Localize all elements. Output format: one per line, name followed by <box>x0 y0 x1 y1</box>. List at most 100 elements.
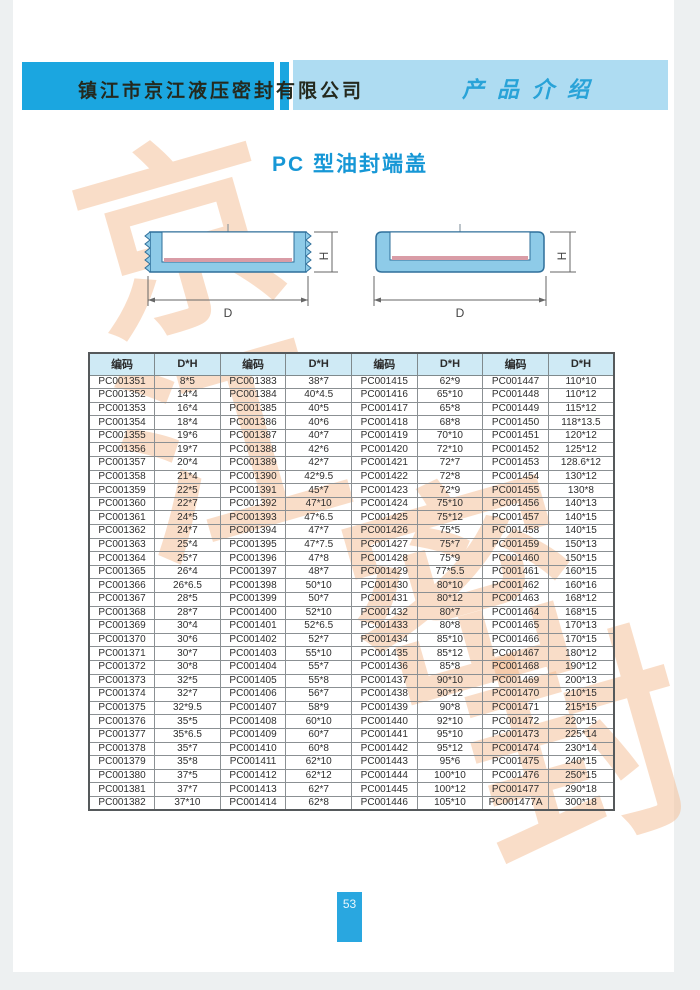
code-cell: PC001381 <box>88 782 156 797</box>
code-cell: PC001362 <box>88 524 156 539</box>
code-cell: PC001379 <box>88 755 156 770</box>
dh-cell: 62*10 <box>285 755 352 770</box>
seal-liner <box>392 256 528 260</box>
dh-cell: 40*6 <box>285 415 352 430</box>
code-cell: PC001394 <box>219 524 287 539</box>
dh-cell: 30*6 <box>154 632 221 648</box>
col-header-code: 编码 <box>482 352 549 376</box>
dh-cell: 90*12 <box>416 687 484 702</box>
dh-cell: 40*7 <box>285 428 352 444</box>
dh-cell: 47*10 <box>285 496 352 512</box>
code-cell: PC001445 <box>351 782 418 797</box>
code-cell: PC001463 <box>482 592 549 607</box>
table-row: PC001355 19*6 PC001387 40*7 PC001419 70*10 PC0… <box>88 428 615 444</box>
code-cell: PC001404 <box>219 659 287 675</box>
code-cell: PC001447 <box>482 374 549 390</box>
section-title: 产品介绍 <box>462 77 603 103</box>
table-row: PC001372 30*8 PC001404 55*7 PC001436 85*8 PC00… <box>88 659 615 675</box>
code-cell: PC001416 <box>351 388 418 403</box>
code-cell: PC001402 <box>219 632 287 648</box>
dh-cell: 52*7 <box>285 632 352 648</box>
code-cell: PC001392 <box>219 496 287 512</box>
dh-cell: 130*12 <box>547 469 615 485</box>
code-cell: PC001476 <box>482 768 549 784</box>
code-cell: PC001472 <box>482 714 549 729</box>
dh-cell: 50*10 <box>285 578 352 593</box>
dh-cell: 72*8 <box>416 469 484 485</box>
code-cell: PC001357 <box>88 456 156 471</box>
header-section-block <box>293 60 668 110</box>
code-cell: PC001374 <box>88 687 156 702</box>
dh-cell: 52*6.5 <box>285 619 352 634</box>
dh-cell: 50*7 <box>285 592 352 607</box>
dh-cell: 35*7 <box>154 741 221 757</box>
code-cell: PC001384 <box>219 388 287 403</box>
dh-cell: 19*6 <box>154 428 221 444</box>
dh-cell: 21*4 <box>154 469 221 485</box>
code-cell: PC001401 <box>219 619 287 634</box>
code-cell: PC001469 <box>482 673 549 689</box>
col-header-dh: D*H <box>547 352 615 376</box>
d-dim-label: D <box>224 306 233 320</box>
code-cell: PC001475 <box>482 755 549 770</box>
dh-cell: 72*7 <box>416 456 484 471</box>
dh-cell: 72*9 <box>416 483 484 498</box>
code-cell: PC001438 <box>351 687 418 702</box>
dh-cell: 115*12 <box>547 401 615 417</box>
code-cell: PC001450 <box>482 415 549 430</box>
dh-cell: 75*7 <box>416 537 484 553</box>
code-cell: PC001433 <box>351 619 418 634</box>
table-row: PC001361 24*5 PC001393 47*6.5 PC001425 75*12 P… <box>88 510 615 526</box>
dh-cell: 55*8 <box>285 673 352 689</box>
code-cell: PC001471 <box>482 700 549 716</box>
table-row: PC001373 32*5 PC001405 55*8 PC001437 90*10 PC0… <box>88 673 615 689</box>
dh-cell: 38*7 <box>285 374 352 390</box>
dh-cell: 16*4 <box>154 401 221 417</box>
dh-cell: 168*15 <box>547 605 615 621</box>
code-cell: PC001440 <box>351 714 418 729</box>
code-cell: PC001398 <box>219 578 287 593</box>
dh-cell: 75*10 <box>416 496 484 512</box>
seal-diagram-smooth: H D <box>373 224 576 320</box>
code-cell: PC001367 <box>88 592 156 607</box>
dh-cell: 170*15 <box>547 632 615 648</box>
code-cell: PC001466 <box>482 632 549 648</box>
code-cell: PC001396 <box>219 551 287 566</box>
code-cell: PC001391 <box>219 483 287 498</box>
code-cell: PC001437 <box>351 673 418 689</box>
dh-cell: 65*10 <box>416 388 484 403</box>
code-cell: PC001451 <box>482 428 549 444</box>
table-row: PC001374 32*7 PC001406 56*7 PC001438 90*12 PC0… <box>88 687 615 702</box>
code-cell: PC001356 <box>88 442 156 458</box>
table-row: PC001351 8*5 PC001383 38*7 PC001415 62*9 PC001… <box>88 374 615 390</box>
dh-cell: 37*5 <box>154 768 221 784</box>
table-row: PC001365 26*4 PC001397 48*7 PC001429 77*5.5 PC… <box>88 564 615 580</box>
code-cell: PC001461 <box>482 564 549 580</box>
table-row: PC001367 28*5 PC001399 50*7 PC001431 80*12 PC0… <box>88 592 615 607</box>
code-cell: PC001418 <box>351 415 418 430</box>
h-dim-label: H <box>555 252 569 261</box>
dh-cell: 62*7 <box>285 782 352 797</box>
code-cell: PC001376 <box>88 714 156 729</box>
code-cell: PC001423 <box>351 483 418 498</box>
table-row: PC001379 35*8 PC001411 62*10 PC001443 95*6 PC0… <box>88 755 615 770</box>
code-cell: PC001477 <box>482 782 549 797</box>
dh-cell: 65*8 <box>416 401 484 417</box>
dh-cell: 125*12 <box>547 442 615 458</box>
dh-cell: 100*10 <box>416 768 484 784</box>
code-cell: PC001460 <box>482 551 549 566</box>
dh-cell: 37*10 <box>154 795 221 811</box>
dh-cell: 300*18 <box>547 795 615 811</box>
dh-cell: 37*7 <box>154 782 221 797</box>
code-cell: PC001353 <box>88 401 156 417</box>
dh-cell: 100*12 <box>416 782 484 797</box>
dh-cell: 90*8 <box>416 700 484 716</box>
dh-cell: 35*5 <box>154 714 221 729</box>
code-cell: PC001455 <box>482 483 549 498</box>
code-cell: PC001432 <box>351 605 418 621</box>
code-cell: PC001412 <box>219 768 287 784</box>
dh-cell: 28*7 <box>154 605 221 621</box>
dh-cell: 85*12 <box>416 646 484 661</box>
dh-cell: 22*5 <box>154 483 221 498</box>
dh-cell: 32*7 <box>154 687 221 702</box>
